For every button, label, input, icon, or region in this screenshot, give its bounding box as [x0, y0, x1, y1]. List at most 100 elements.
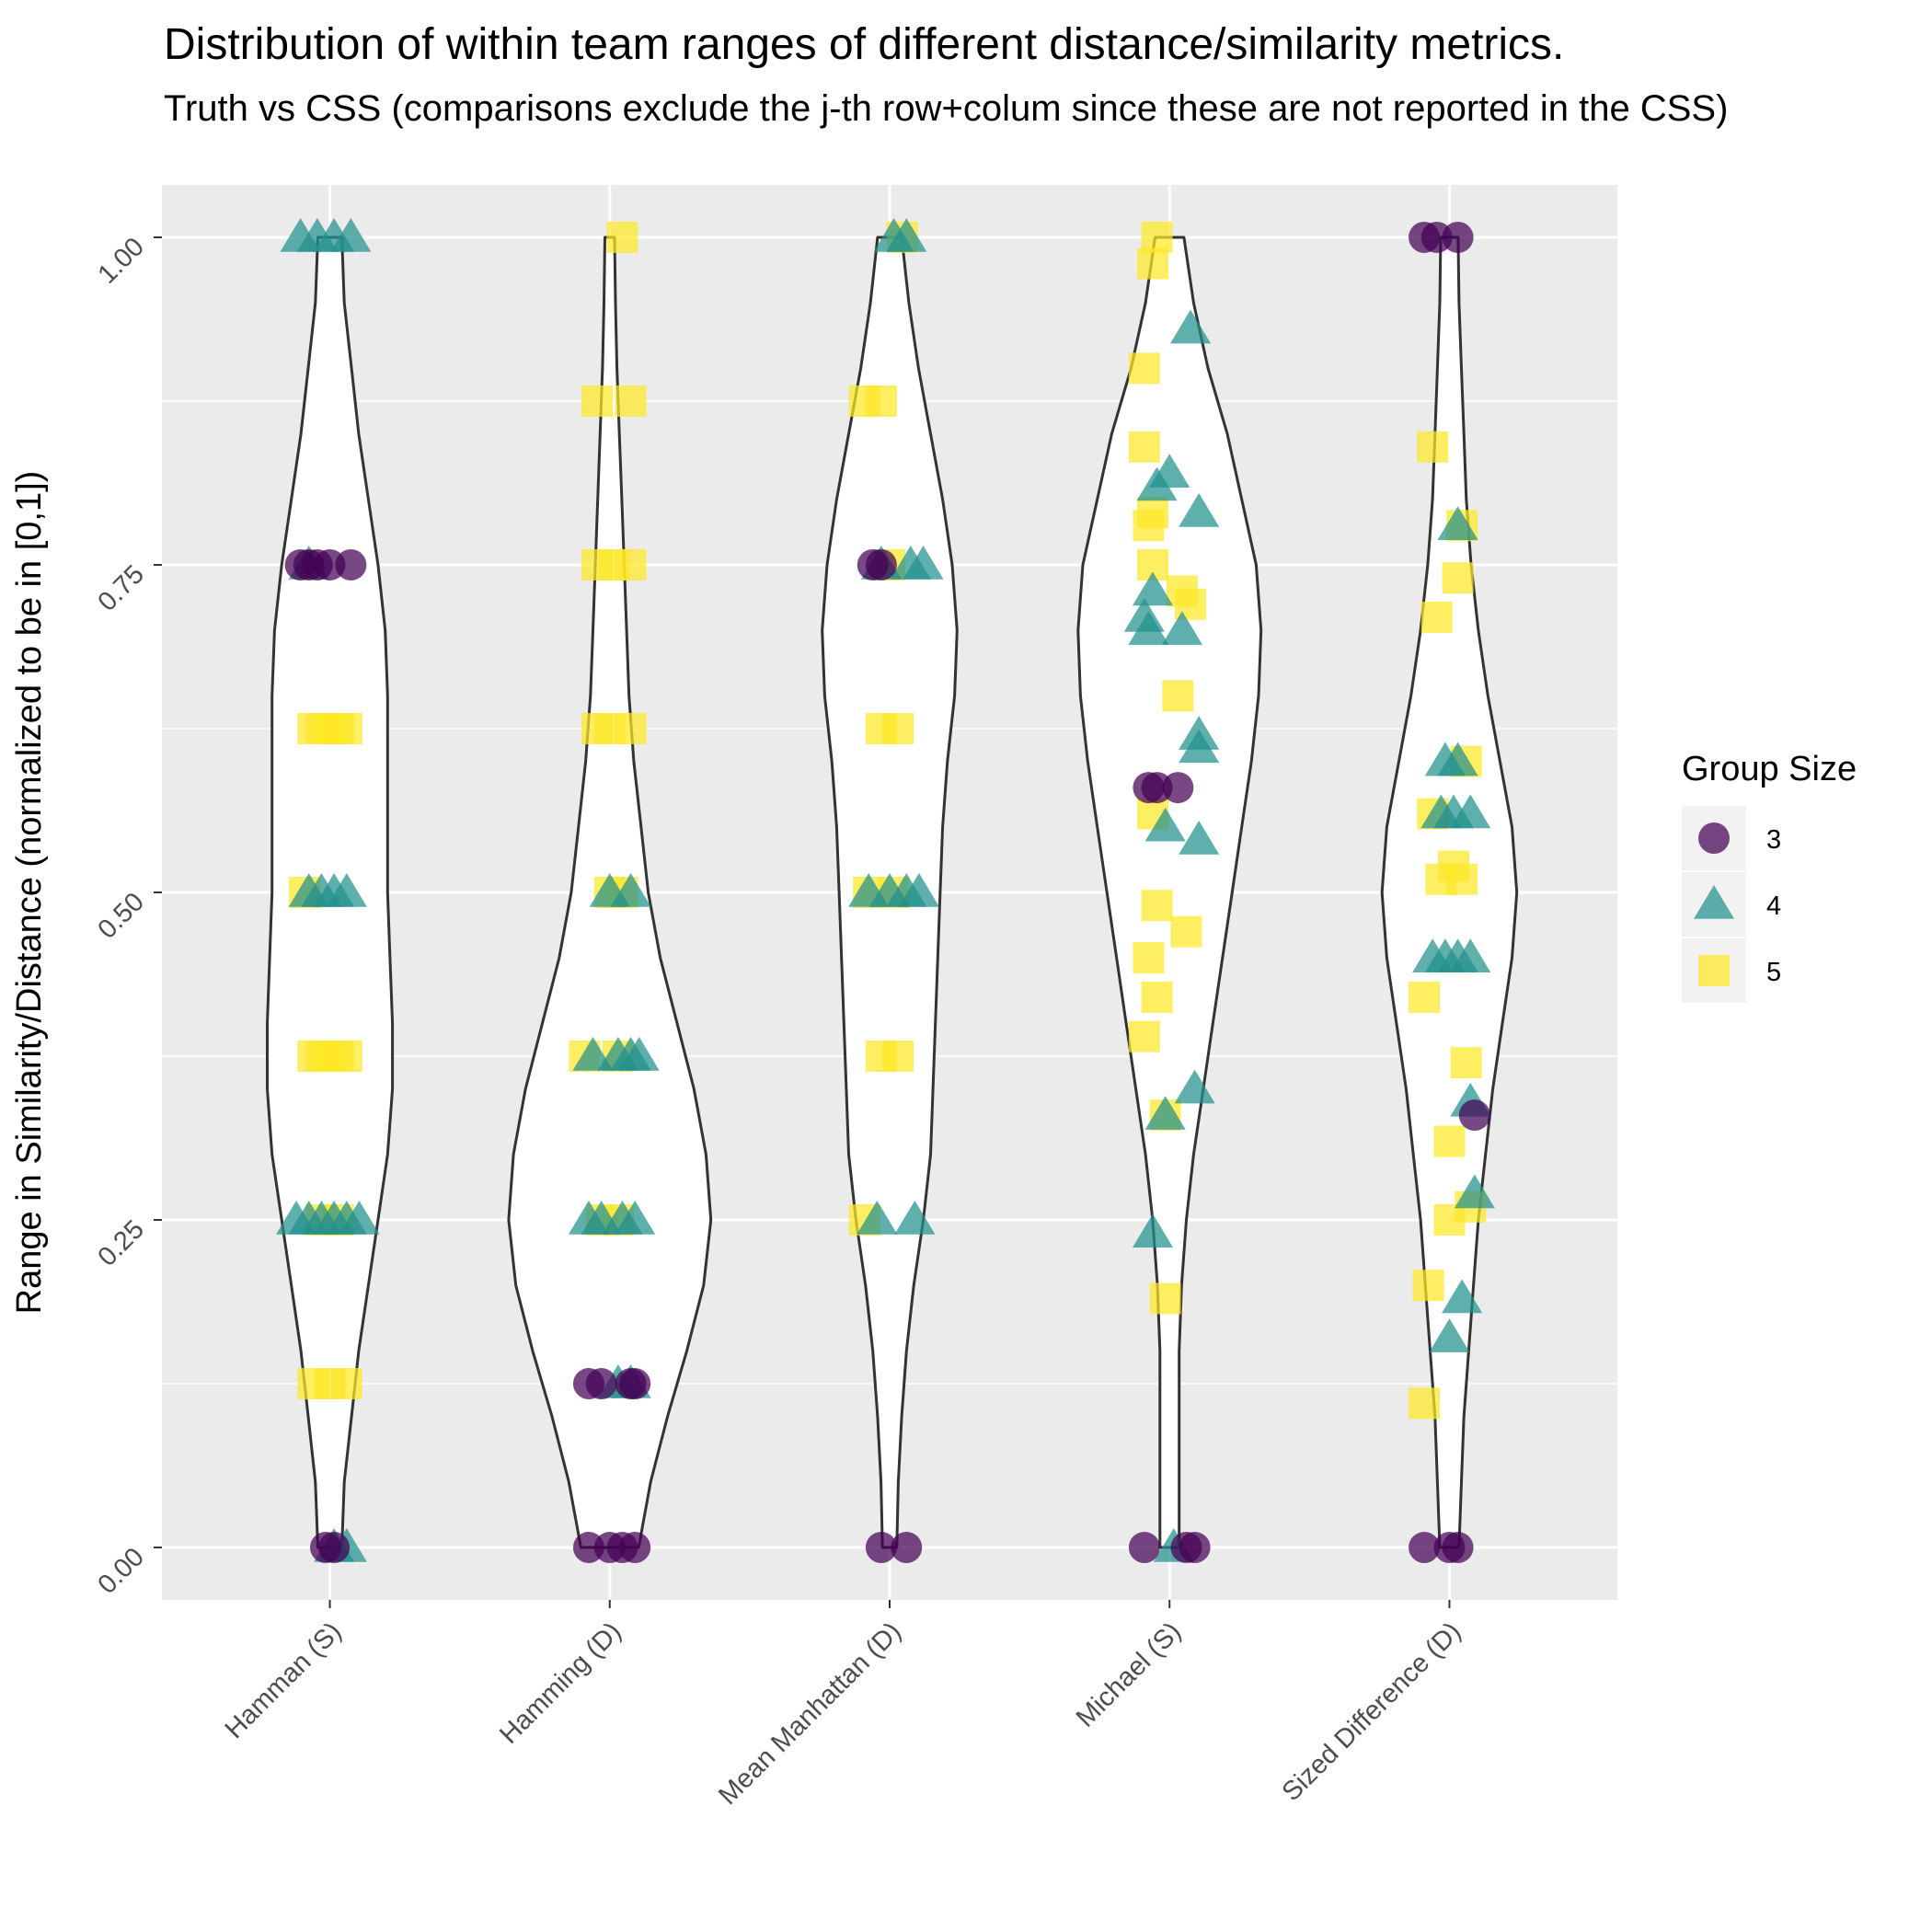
data-point-group-4: [886, 217, 927, 252]
data-point-group-4: [326, 873, 367, 907]
data-point-group-4: [1161, 611, 1202, 645]
chart-subtitle: Truth vs CSS (comparisons exclude the j-…: [164, 88, 1728, 129]
y-tick-label: 0.00: [92, 1542, 150, 1600]
x-tick-label: Sized Difference (D): [1277, 1616, 1467, 1807]
data-point-group-4: [330, 217, 372, 252]
legend: Group Size 3 4 5: [1682, 750, 1857, 1003]
data-point-group-5: [606, 221, 638, 253]
data-point-group-3: [585, 1368, 617, 1400]
data-point-group-5: [615, 385, 647, 417]
data-point-group-4: [618, 1037, 660, 1071]
data-point-group-4: [1442, 1279, 1483, 1314]
data-point-group-3: [1179, 1532, 1211, 1564]
data-point-group-5: [1136, 497, 1168, 529]
legend-key-circle: [1698, 822, 1730, 854]
data-point-group-5: [615, 712, 647, 744]
legend-key-square: [1698, 955, 1730, 986]
chart-title: Distribution of within team ranges of di…: [164, 20, 1564, 69]
data-point-group-4: [903, 545, 944, 580]
x-tick-label: Hamming (D): [494, 1616, 627, 1750]
data-point-group-3: [619, 1532, 651, 1564]
legend-key-triangle: [1693, 885, 1735, 919]
data-point-group-5: [330, 1368, 362, 1400]
data-point-group-5: [330, 712, 362, 744]
data-point-group-4: [339, 1201, 380, 1235]
data-point-group-4: [1132, 1213, 1174, 1248]
data-point-group-5: [1409, 981, 1441, 1013]
y-tick-label: 1.00: [92, 232, 150, 290]
data-point-group-5: [1141, 890, 1173, 922]
data-point-group-4: [898, 873, 939, 907]
point-layer: [275, 217, 1495, 1564]
data-point-group-4: [1179, 821, 1220, 855]
data-point-group-5: [1417, 431, 1449, 463]
data-point-group-4: [1169, 309, 1212, 344]
data-point-group-3: [891, 1532, 923, 1564]
data-point-group-5: [1170, 915, 1202, 948]
legend-label-4: 4: [1766, 891, 1781, 921]
data-point-group-5: [1133, 942, 1165, 974]
data-point-group-3: [318, 1532, 351, 1564]
data-point-group-3: [865, 1532, 897, 1564]
data-point-group-4: [1128, 611, 1169, 645]
data-point-group-3: [1162, 772, 1194, 804]
data-point-group-3: [1409, 1532, 1441, 1564]
data-point-group-5: [1433, 1204, 1466, 1236]
data-point-group-5: [1141, 221, 1173, 253]
data-point-group-4: [1429, 1318, 1470, 1352]
data-point-group-5: [1136, 247, 1168, 280]
data-point-group-4: [1454, 1174, 1495, 1209]
data-point-group-5: [1420, 601, 1453, 633]
data-point-group-5: [1162, 680, 1194, 712]
data-point-group-5: [1442, 562, 1474, 594]
x-tick-label: Mean Manhattan (D): [713, 1616, 907, 1811]
y-axis: 0.00 0.25 0.50 0.75 1.00: [92, 232, 162, 1600]
data-point-group-3: [619, 1368, 651, 1400]
legend-title: Group Size: [1682, 750, 1857, 788]
x-tick-label: Hamman (S): [220, 1616, 348, 1744]
data-point-group-5: [581, 385, 614, 417]
x-tick-label: Michael (S): [1071, 1616, 1187, 1732]
data-point-group-5: [882, 712, 914, 744]
data-point-group-3: [1128, 1532, 1160, 1564]
data-point-group-5: [865, 385, 897, 417]
data-point-group-4: [610, 873, 651, 907]
data-point-group-5: [1412, 1270, 1444, 1302]
data-point-group-5: [1149, 1282, 1181, 1315]
data-point-group-5: [615, 548, 647, 581]
data-point-group-5: [1128, 352, 1160, 385]
data-point-group-5: [1433, 1125, 1466, 1157]
data-point-group-5: [1128, 431, 1160, 463]
data-point-group-3: [865, 548, 897, 581]
y-tick-label: 0.75: [92, 559, 150, 617]
data-point-group-3: [1442, 1532, 1474, 1564]
data-point-group-3: [1442, 221, 1474, 253]
data-point-group-4: [1437, 506, 1478, 541]
data-point-group-5: [1409, 1387, 1441, 1420]
data-point-group-4: [1144, 807, 1186, 842]
data-point-group-5: [1141, 981, 1173, 1013]
data-point-group-4: [894, 1201, 936, 1235]
y-axis-title: Range in Similarity/Distance (normalized…: [10, 471, 49, 1315]
x-axis: Hamman (S) Hamming (D) Mean Manhattan (D) M…: [220, 1600, 1467, 1811]
data-point-group-5: [1446, 863, 1478, 895]
data-point-group-4: [1136, 466, 1178, 501]
data-point-group-4: [1437, 742, 1478, 776]
legend-label-5: 5: [1766, 958, 1781, 987]
data-point-group-5: [882, 1041, 914, 1073]
data-point-group-4: [1179, 729, 1220, 764]
data-point-group-4: [1132, 571, 1174, 606]
y-tick-label: 0.50: [92, 887, 150, 945]
data-point-group-5: [1128, 1020, 1160, 1052]
data-point-group-4: [1144, 1096, 1186, 1130]
legend-label-3: 3: [1766, 825, 1781, 855]
data-point-group-3: [335, 548, 367, 581]
data-point-group-4: [1450, 794, 1491, 829]
data-point-group-5: [330, 1041, 362, 1073]
data-point-group-3: [1458, 1099, 1490, 1132]
data-point-group-5: [1175, 588, 1207, 620]
data-point-group-4: [1450, 938, 1491, 972]
y-tick-label: 0.25: [92, 1214, 150, 1272]
data-point-group-4: [615, 1201, 656, 1235]
